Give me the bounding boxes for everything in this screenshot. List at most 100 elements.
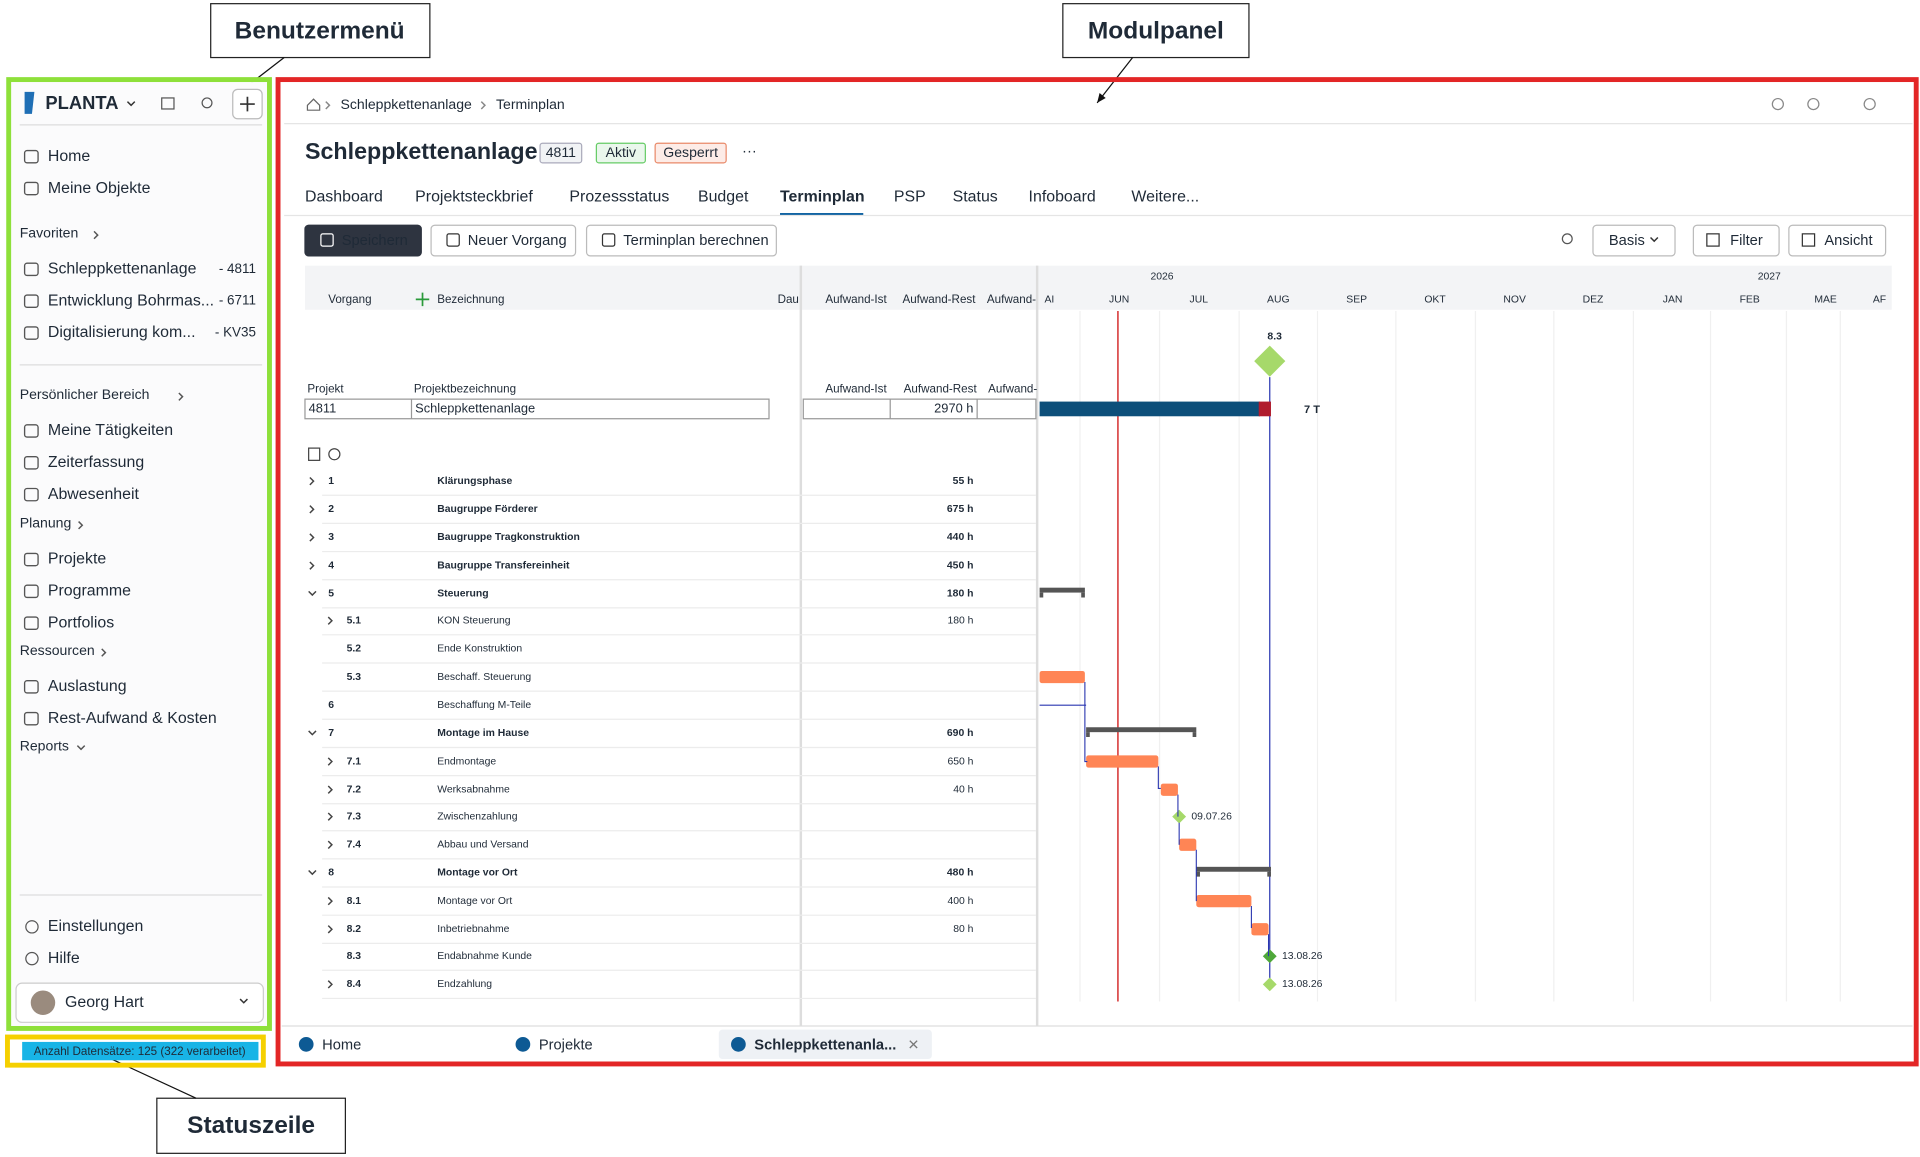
task-id[interactable]: 8.1 [347,896,362,907]
section-title[interactable]: Ressourcen [20,642,95,658]
tab[interactable]: Dashboard [305,188,383,205]
header-icon[interactable] [1771,97,1784,111]
tab[interactable]: Terminplan [780,188,865,205]
column-header[interactable]: Bezeichnung [437,293,504,306]
nav-item[interactable]: Abwesenheit [48,486,140,503]
tab[interactable]: Infoboard [1029,188,1096,205]
task-id[interactable]: 8 [328,868,334,879]
button[interactable] [1592,224,1676,257]
close-icon[interactable] [909,1040,918,1049]
month-label: OKT [1424,295,1446,306]
footer-tab[interactable]: Home [322,1037,361,1053]
search-icon[interactable] [201,97,213,109]
task-id[interactable]: 3 [328,532,334,543]
tab[interactable]: Status [953,188,998,205]
header-icon[interactable] [1807,97,1820,111]
milestone-date: 09.07.26 [1191,811,1232,822]
task-bar [1086,755,1159,768]
column-header[interactable]: Aufwand- [987,293,1036,306]
task-id[interactable]: 7.1 [347,756,362,767]
task-id[interactable]: 8.2 [347,924,362,935]
task-name: Baugruppe Förderer [437,504,537,515]
task-id[interactable]: 7.2 [347,784,362,795]
status-text: Anzahl Datensätze: 125 (322 verarbeitet) [34,1045,246,1058]
task-id[interactable]: 8.4 [347,979,362,990]
task-id[interactable]: 5.1 [347,615,362,626]
tab[interactable]: Projektsteckbrief [415,188,533,205]
milestone-label: 8.3 [1267,331,1282,342]
badge-text: 4811 [546,144,576,160]
column-header[interactable]: Aufwand-Ist [825,293,887,306]
row-tool[interactable] [328,448,341,461]
breadcrumb-item[interactable]: Schleppkettenanlage [340,96,472,112]
chevron [126,101,136,107]
task-id[interactable]: 5.3 [347,672,362,683]
button-label: Speichern [342,233,408,249]
nav-item[interactable]: Digitalisierung kom... [48,324,196,341]
month-label: SEP [1346,295,1367,306]
input-value: 4811 [309,400,337,415]
task-id[interactable]: 7.4 [347,840,362,851]
tab[interactable]: Weitere... [1131,188,1199,205]
home-icon[interactable] [306,98,321,111]
task-id[interactable]: 1 [328,476,334,487]
task-id[interactable]: 4 [328,560,334,571]
row-tool[interactable] [308,447,321,461]
column-header[interactable]: Dau [778,293,799,306]
nav-item[interactable]: Meine Objekte [48,180,151,197]
tab[interactable]: PSP [894,188,926,205]
icon [23,181,39,196]
tab[interactable]: Prozessstatus [569,188,669,205]
task-id[interactable]: 6 [328,700,334,711]
button[interactable] [1788,224,1887,257]
button[interactable] [585,224,777,257]
section-title[interactable]: Favoriten [20,225,79,241]
nav-item[interactable]: Schleppkettenanlage [48,261,197,278]
tab[interactable]: Budget [698,188,749,205]
nav-item[interactable]: Entwicklung Bohrmas... [48,292,214,309]
nav-item[interactable]: Portfolios [48,614,114,631]
user-menu[interactable] [15,982,264,1023]
brand[interactable]: PLANTA [45,92,118,113]
button[interactable] [1692,224,1780,257]
column-header[interactable]: Aufwand-Rest [902,293,976,306]
button[interactable] [304,224,422,257]
task-id[interactable]: 8.3 [347,951,362,962]
nav-item[interactable]: Auslastung [48,678,127,695]
nav-item[interactable]: Projekte [48,551,107,568]
task-id[interactable]: 5.2 [347,644,362,655]
month-label: DEZ [1583,295,1604,306]
nav-item[interactable]: Home [48,148,91,165]
column-header[interactable]: Vorgang [328,293,371,306]
section-title[interactable]: Planung [20,515,72,531]
header-icon[interactable] [1863,97,1876,111]
footer-tab[interactable]: Projekte [539,1037,593,1053]
task-id[interactable]: 7.3 [347,811,362,822]
task-id[interactable]: 2 [328,504,334,515]
toggle-icon[interactable] [161,97,175,110]
task-id[interactable]: 7 [328,728,334,739]
section-title[interactable]: Reports [20,738,69,754]
search-icon[interactable] [1561,233,1573,245]
month-label: NOV [1503,295,1526,306]
section-title[interactable]: Persönlicher Bereich [20,386,150,402]
nav-item[interactable]: Rest-Aufwand & Kosten [48,710,217,727]
nav-item[interactable]: Meine Tätigkeiten [48,422,173,439]
more-button[interactable]: ··· [742,144,757,160]
button-icon [601,233,616,247]
task-name: Montage vor Ort [437,868,518,879]
nav-item[interactable]: Zeiterfassung [48,454,144,471]
nav-item[interactable]: Programme [48,583,131,600]
field-label: Projektbezeichnung [414,382,516,395]
task-id[interactable]: 5 [328,589,334,600]
nav-item[interactable]: Hilfe [48,950,80,967]
nav-item[interactable]: Einstellungen [48,918,144,935]
button-icon [1801,233,1816,247]
footer-tab[interactable]: Schleppkettenanla... [754,1037,896,1053]
delay-label: 7 T [1304,404,1320,416]
callout-box [156,1097,346,1154]
icon [23,487,39,502]
button[interactable] [430,224,577,257]
chevron [101,648,107,657]
